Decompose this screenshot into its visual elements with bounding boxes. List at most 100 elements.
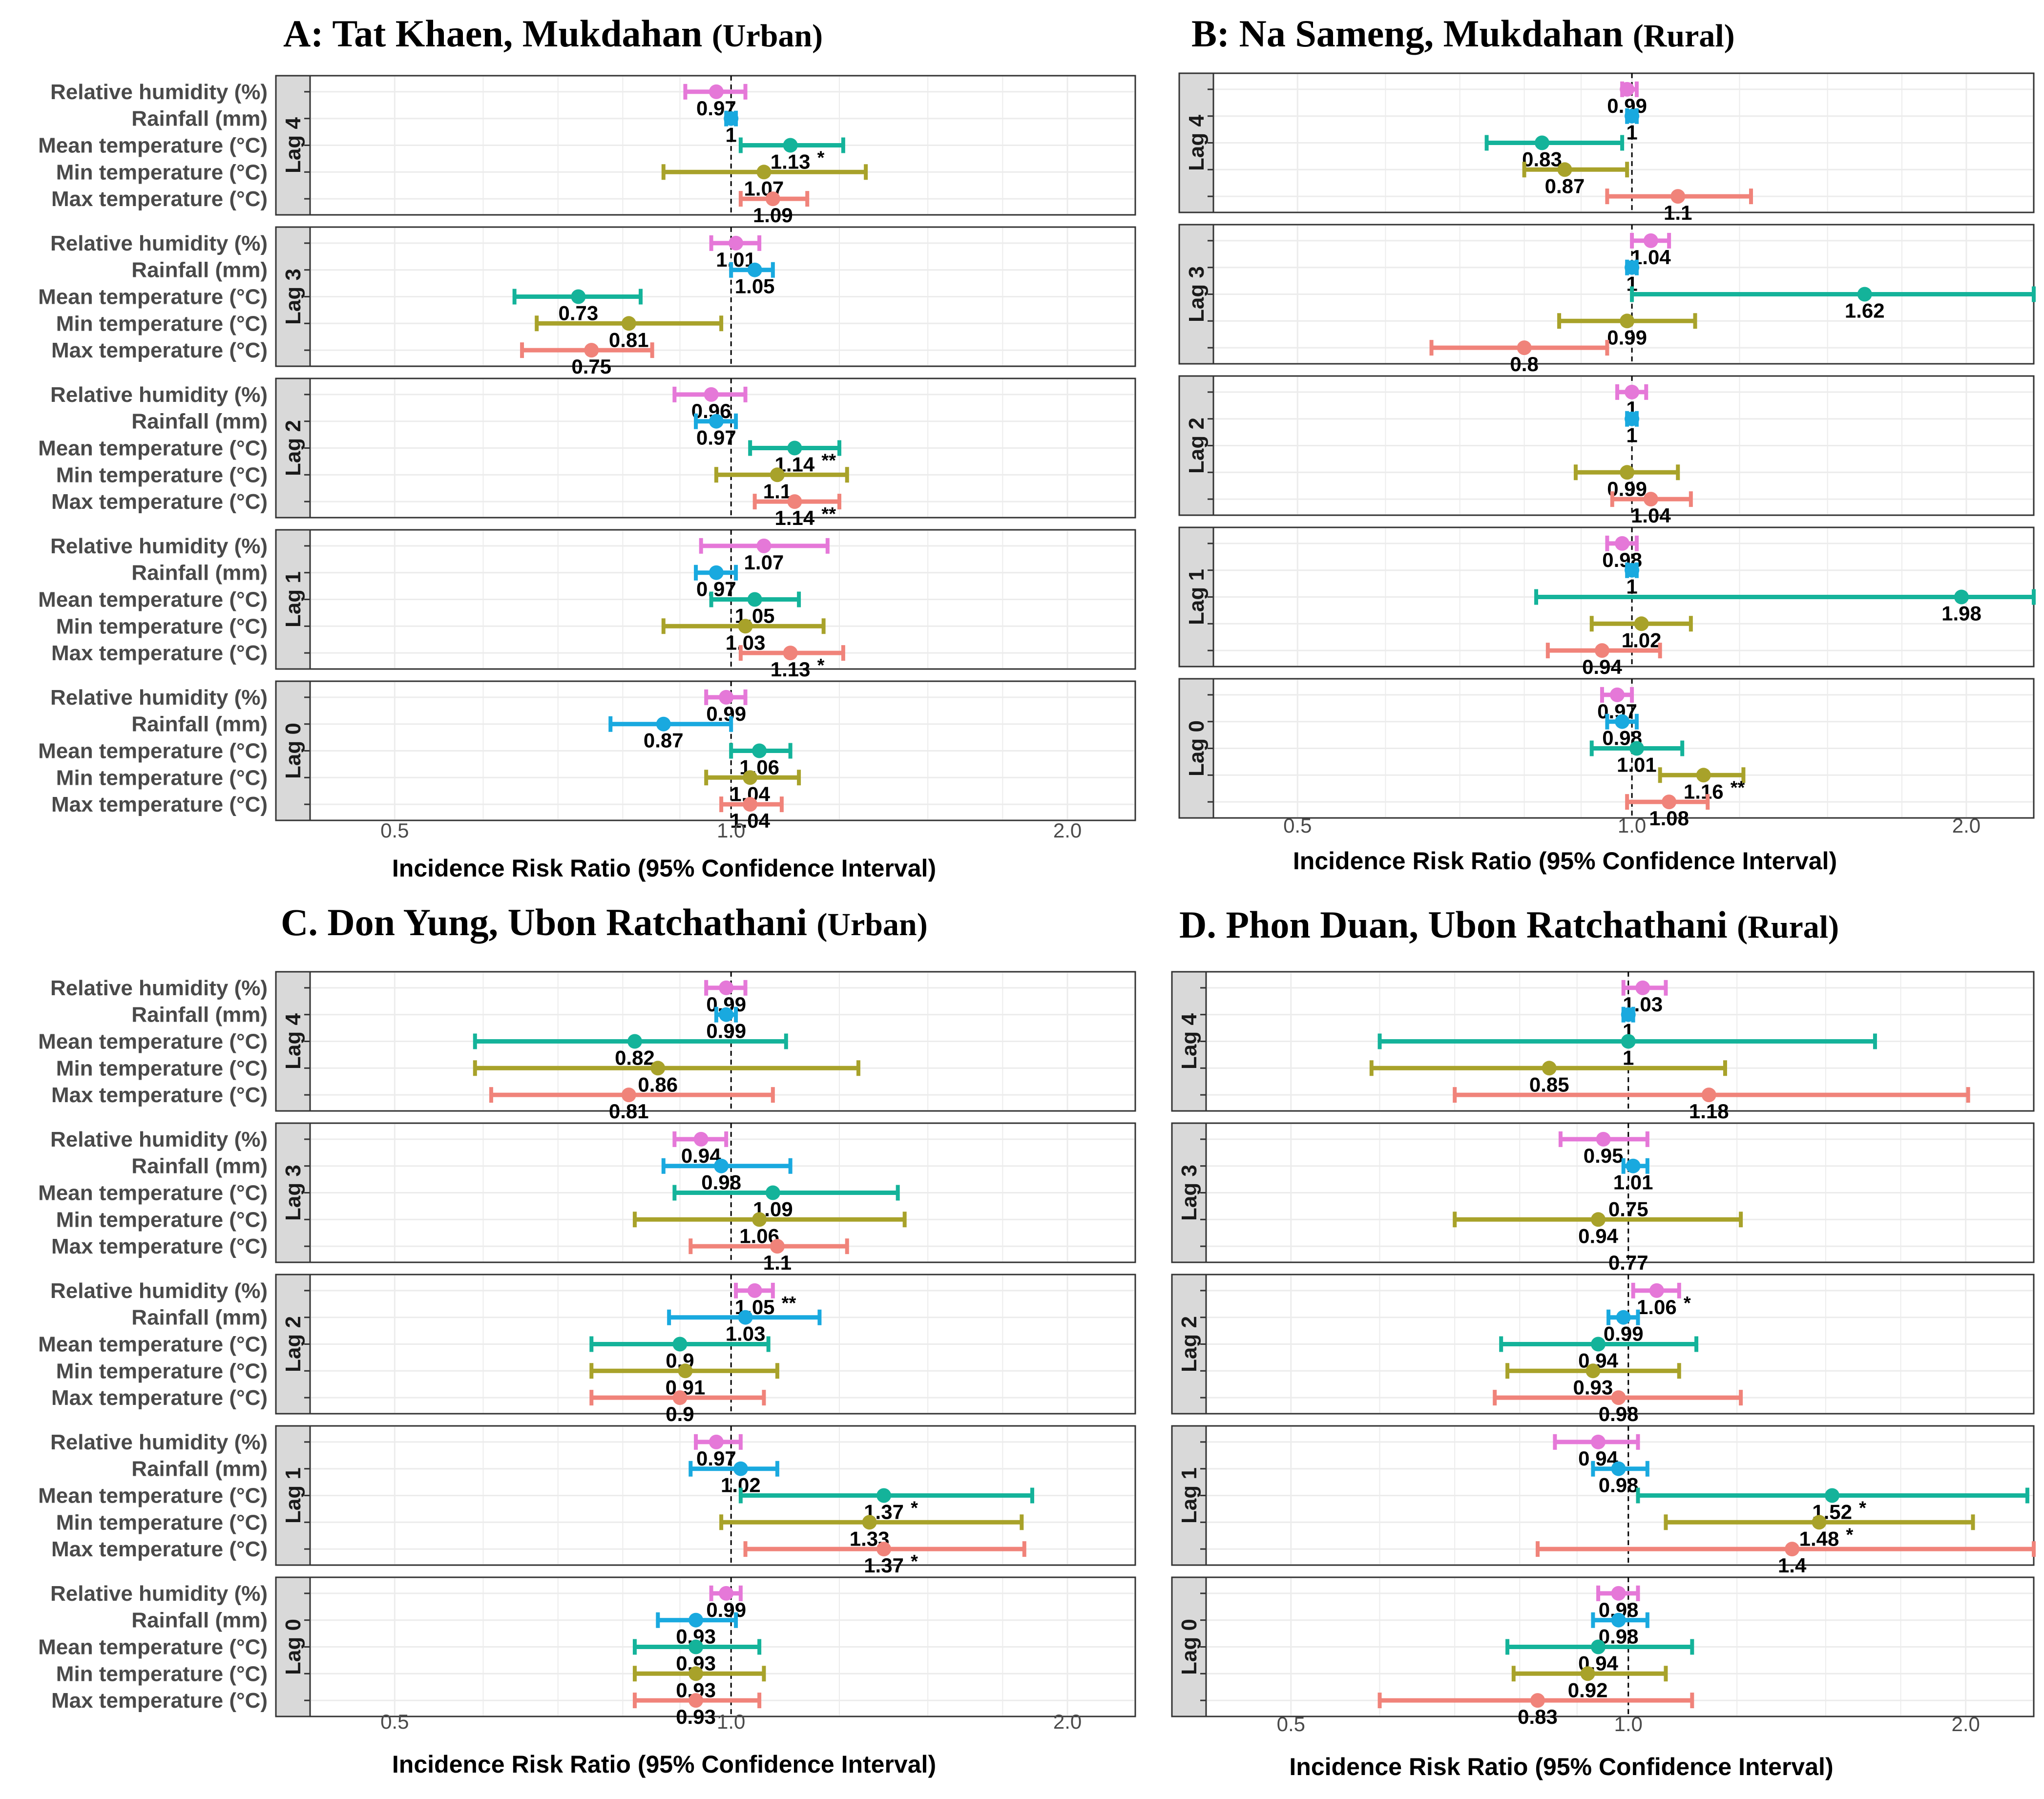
irr-point (1611, 1461, 1626, 1476)
irr-value-label: 0.99 (706, 1020, 746, 1043)
irr-value-label: 1.1 (763, 1251, 792, 1274)
panel-title-subtitle: (Urban) (712, 18, 823, 54)
irr-value-label: 0.98 (1599, 1402, 1639, 1425)
irr-value-label: 0.73 (559, 302, 599, 325)
irr-value-label: 1.16 (1684, 780, 1724, 803)
irr-value-label: 0.98 (1599, 1474, 1639, 1497)
x-tick-label: 0.5 (1283, 814, 1312, 837)
lag-strip (1171, 1576, 1207, 1717)
irr-value-label: 0.83 (1522, 148, 1562, 171)
irr-value-label: 0.94 (1578, 1224, 1618, 1247)
irr-value-label: 0.81 (609, 328, 649, 351)
irr-point (688, 1693, 704, 1708)
row-label: Min temperature (°C) (56, 463, 268, 487)
lag-strip (1178, 526, 1214, 668)
chart-panel-b: B: Na Sameng, Mukdahan (Rural) Lag 4 0.99 1… (1178, 12, 2036, 875)
irr-value-label: 1 (1623, 1046, 1634, 1069)
irr-point (1596, 1131, 1611, 1147)
row-label: Relative humidity (%) (50, 686, 268, 710)
row-label: Max temperature (°C) (51, 641, 268, 665)
panel-title-main: C. Don Yung, Ubon Ratchathani (281, 901, 816, 943)
chart-panel-d: D. Phon Duan, Ubon Ratchathani (Rural) La… (1171, 903, 2036, 1780)
row-label: Max temperature (°C) (51, 490, 268, 514)
lag-strip-label: Lag 2 (1185, 418, 1209, 474)
irr-point (862, 1515, 877, 1530)
irr-point (1696, 768, 1711, 783)
irr-point (743, 770, 758, 785)
row-label: Relative humidity (%) (50, 976, 268, 1000)
irr-point (1634, 616, 1649, 631)
irr-point (1620, 465, 1635, 480)
lag-strip-label: Lag 0 (281, 1619, 305, 1675)
irr-value-label: 1.1 (763, 480, 792, 502)
x-axis-title: Incidence Risk Ratio (95% Confidence Int… (392, 855, 936, 882)
x-tick-label: 2.0 (1952, 814, 1981, 837)
irr-point (1534, 135, 1549, 150)
irr-point (770, 467, 785, 482)
panel-title-main: D. Phon Duan, Ubon Ratchathani (1179, 903, 1737, 946)
x-tick-label: 1.0 (717, 819, 745, 842)
row-label: Relative humidity (%) (50, 1128, 268, 1151)
significance-label: * (1859, 1498, 1866, 1519)
irr-point (724, 111, 739, 126)
significance-label: * (911, 1551, 918, 1572)
irr-point (756, 538, 772, 553)
row-label: Rainfall (mm) (131, 712, 268, 736)
irr-value-label: 1.03 (726, 1322, 766, 1345)
irr-point (1857, 287, 1872, 302)
irr-value-label: 0.75 (571, 355, 611, 378)
lag-strip-label: Lag 4 (1185, 115, 1209, 171)
row-label: Min temperature (°C) (56, 160, 268, 184)
irr-point (693, 1131, 709, 1147)
irr-point (1620, 314, 1635, 329)
irr-point (1621, 1007, 1636, 1022)
irr-point (787, 494, 802, 509)
x-tick-label: 2.0 (1951, 1713, 1980, 1736)
irr-value-label: 0.99 (1607, 326, 1647, 349)
row-label: Mean temperature (°C) (38, 1635, 268, 1659)
lag-facet: Lag 1 Relative humidity (%) Rainfall (mm) M… (38, 1425, 1136, 1577)
irr-value-label: 0.98 (701, 1171, 741, 1194)
irr-value-label: 0.97 (696, 578, 736, 601)
lag-facet: Lag 10.940.981.52 *1.48 *1.4 (1171, 1425, 2036, 1577)
lag-facet: Lag 3 0.95 1.01 0.75 0.94 0.77 (1171, 1122, 2035, 1274)
x-axis-title: Incidence Risk Ratio (95% Confidence Int… (1289, 1753, 1833, 1780)
irr-value-label: 1.03 (726, 631, 766, 654)
row-label: Relative humidity (%) (50, 1430, 268, 1454)
irr-value-label: 1 (1626, 272, 1637, 295)
lag-strip-label: Lag 1 (281, 571, 305, 628)
irr-point (1585, 1363, 1601, 1379)
irr-point (584, 343, 599, 358)
panel-title-subtitle: (Rural) (1633, 18, 1735, 54)
lag-strip-label: Lag 2 (281, 1316, 305, 1372)
irr-point (688, 1639, 704, 1654)
irr-point (1625, 384, 1640, 399)
irr-value-label: 1.4 (1778, 1554, 1807, 1577)
row-label: Max temperature (°C) (51, 1234, 268, 1258)
row-label: Rainfall (mm) (131, 1457, 268, 1481)
irr-value-label: 0.93 (676, 1705, 716, 1728)
irr-point (787, 440, 802, 456)
panel-title: C. Don Yung, Ubon Ratchathani (Urban) (281, 901, 928, 943)
lag-facet: Lag 4 Relative humidity (%) Rainfall (mm) M… (38, 75, 1136, 227)
row-label: Max temperature (°C) (51, 338, 268, 362)
irr-point (1611, 1390, 1626, 1405)
irr-point (765, 1185, 780, 1200)
irr-value-label: 1.07 (744, 551, 784, 574)
row-label: Relative humidity (%) (50, 80, 268, 104)
irr-value-label: 0.98 (1599, 1625, 1639, 1648)
irr-value-label: 1.05 (735, 275, 775, 298)
irr-value-label: 0.8 (1510, 353, 1538, 376)
row-label: Min temperature (°C) (56, 1056, 268, 1080)
irr-point (627, 1034, 642, 1049)
irr-value-label: 0.77 (1608, 1251, 1648, 1274)
irr-value-label: 1.04 (1631, 504, 1671, 527)
irr-point (621, 1088, 636, 1103)
significance-label: * (1684, 1293, 1691, 1314)
irr-point (672, 1337, 688, 1352)
irr-point (1609, 687, 1625, 702)
irr-point (1649, 1283, 1664, 1298)
row-label: Relative humidity (%) (50, 534, 268, 558)
